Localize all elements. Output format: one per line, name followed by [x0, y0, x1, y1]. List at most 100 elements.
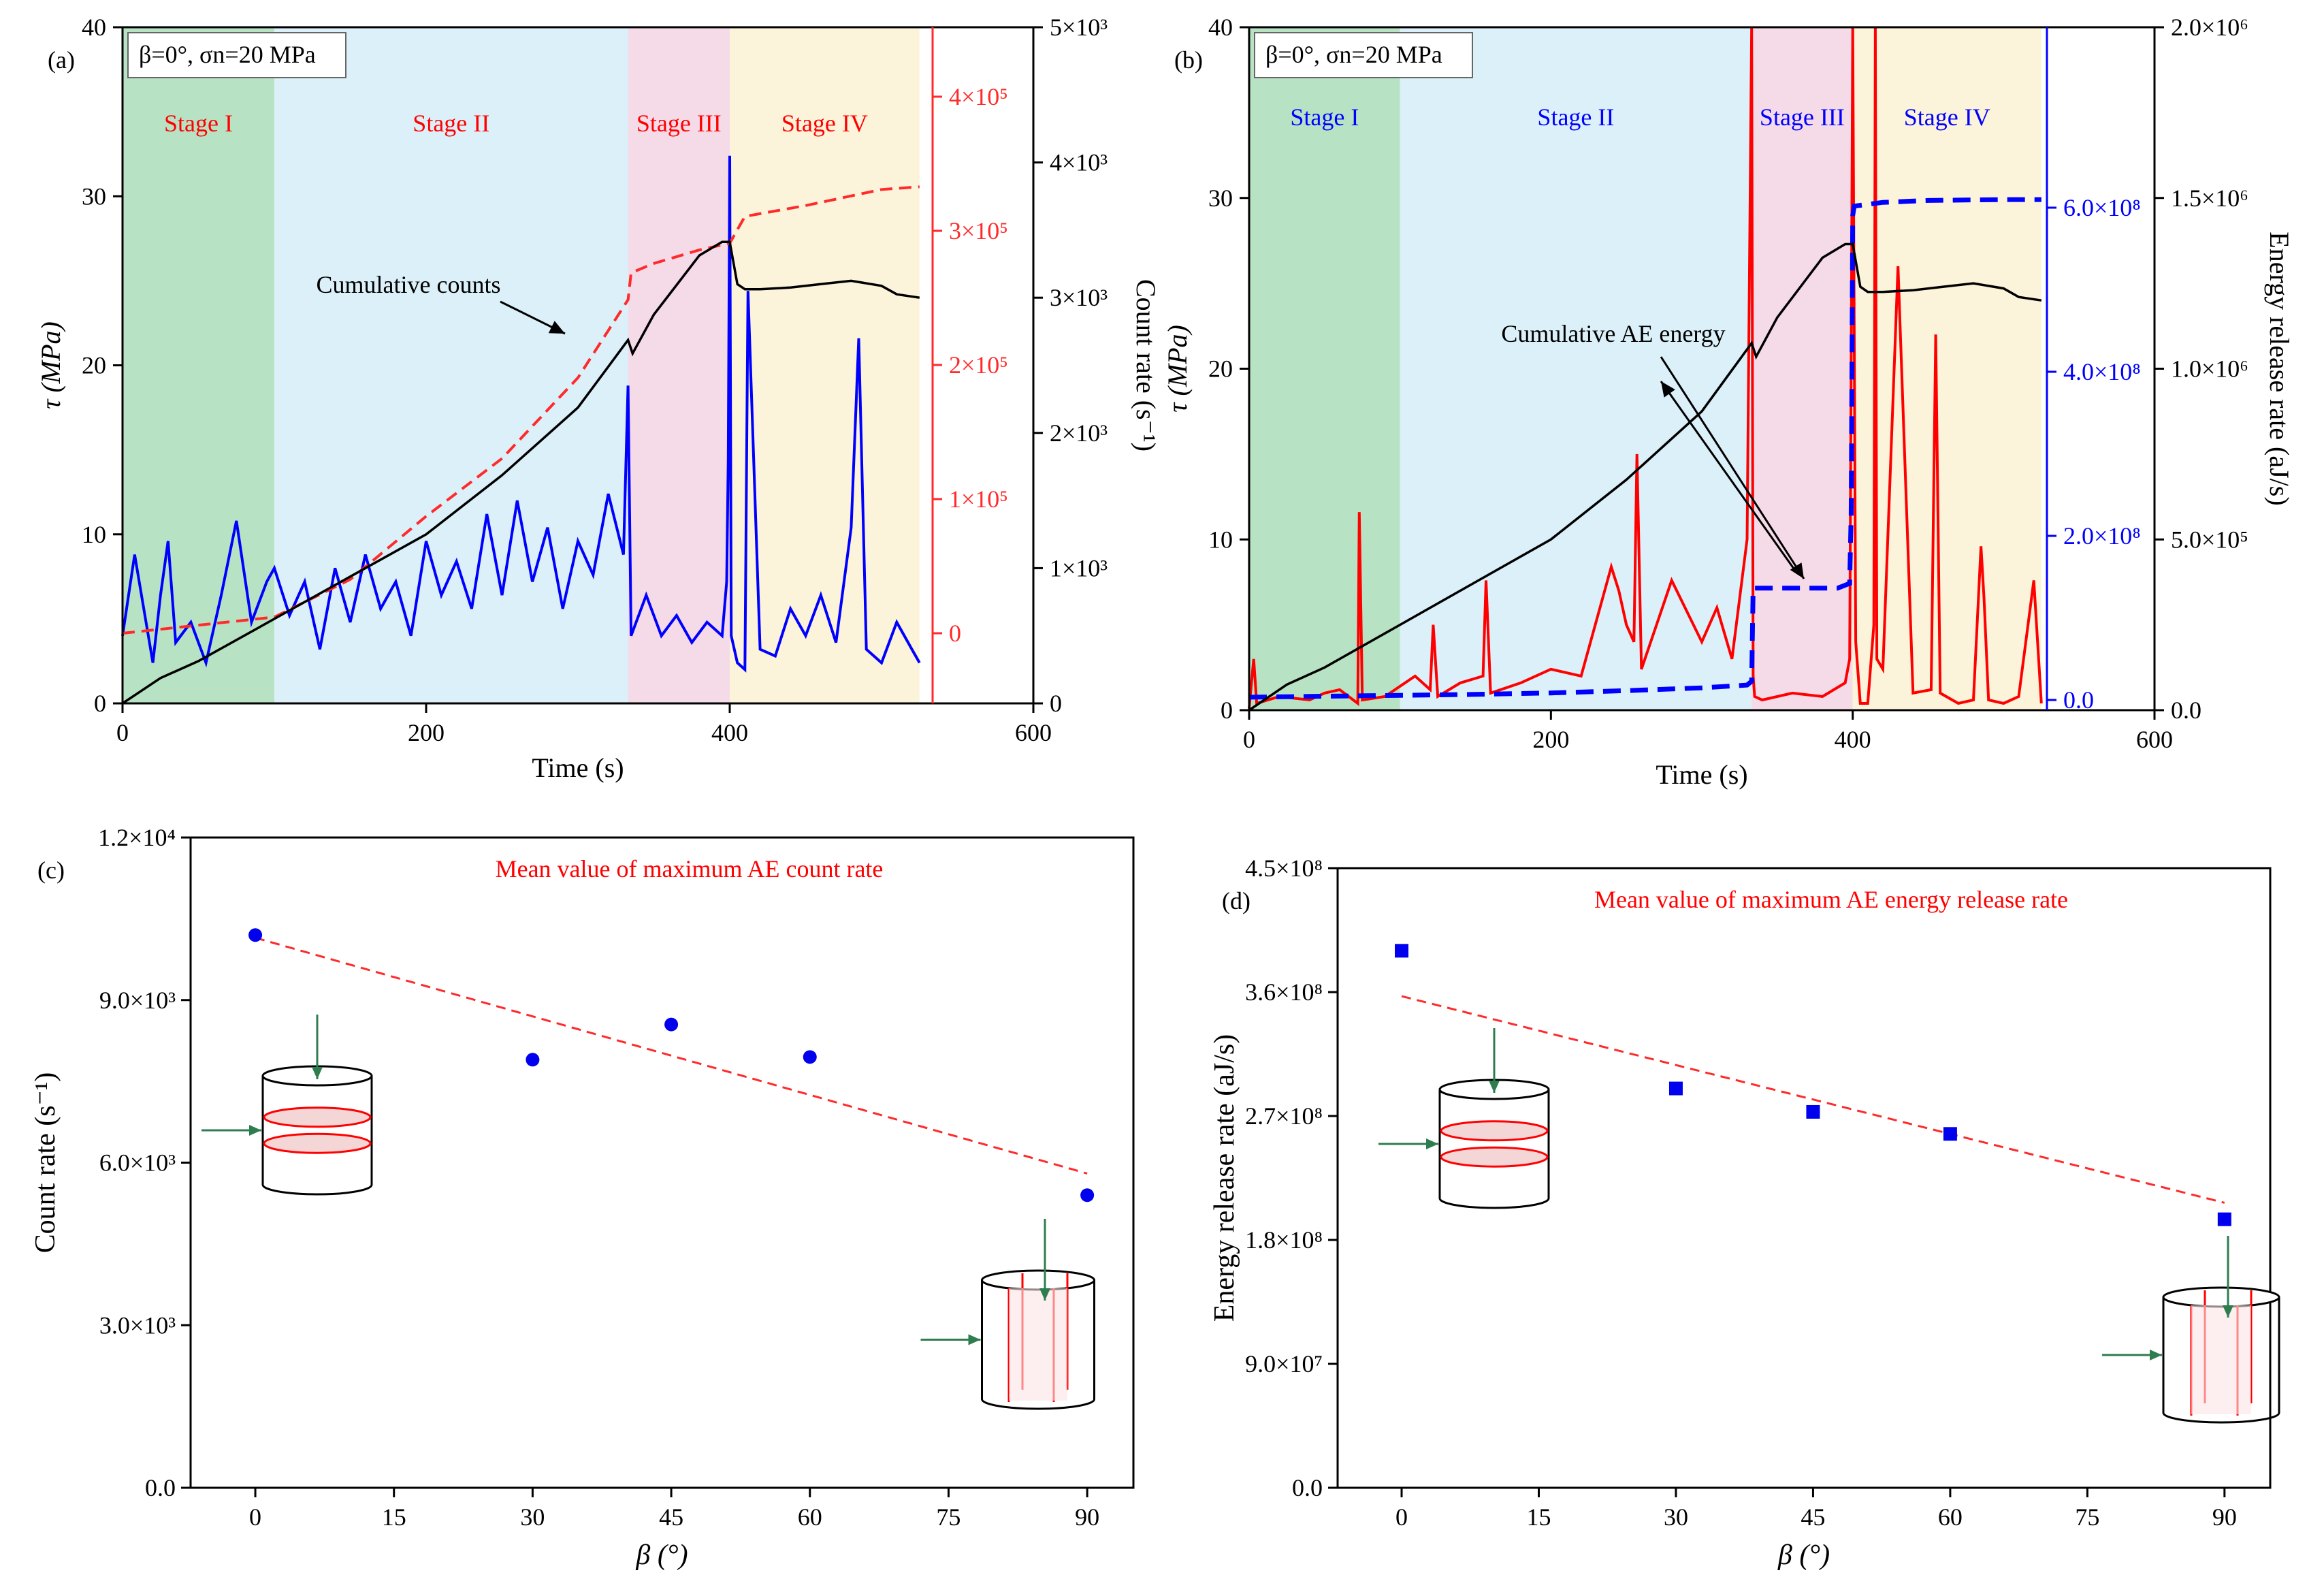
specimen-bottom [981, 1399, 1095, 1410]
y-axis-label: Count rate (s⁻¹) [30, 1072, 61, 1254]
y-tick-label: 9.0×10⁷ [1245, 1350, 1323, 1377]
data-point [526, 1053, 540, 1067]
arrow-head [548, 321, 565, 334]
data-point [1943, 1127, 1957, 1141]
joint-plane [1440, 1120, 1549, 1142]
y-tick-label: 0.0 [145, 1474, 176, 1501]
y-tick-label: 0 [94, 690, 106, 717]
stage-label: Stage I [1290, 103, 1359, 131]
panel-b: Stage I Stage II Stage III Stage IV0 200 400 6… [1162, 14, 2295, 790]
plot-frame [189, 836, 1135, 1489]
joint-fill [2191, 1305, 2251, 1414]
y-tick-label: 0.0 [1292, 1474, 1323, 1501]
y-tick-label: 9.0×10³ [99, 987, 176, 1014]
right-tick-label: 0 [1050, 690, 1062, 717]
y-tick-label: 6.0×10³ [99, 1149, 176, 1177]
stage-band [628, 27, 730, 703]
load-arrow-head [1039, 1288, 1050, 1301]
annotation-arrow [1660, 356, 1805, 579]
x-tick-label: 15 [1526, 1503, 1551, 1531]
condition-label: β=0°, σn=20 MPa [1265, 41, 1442, 68]
secondary-tick-label: 2×10⁵ [949, 351, 1008, 379]
right-tick-label: 1×10³ [1050, 554, 1108, 581]
right-tick-label: 3×10³ [1050, 284, 1108, 311]
load-arrow-head [2223, 1305, 2233, 1318]
stage-label: Stage III [1760, 103, 1845, 131]
panel-label: (b) [1174, 46, 1203, 74]
secondary-tick-label: 0.0 [2063, 686, 2094, 714]
x-tick-label: 600 [2136, 726, 2173, 753]
x-tick-label: 0 [1395, 1503, 1408, 1531]
right-tick-label: 2×10³ [1050, 419, 1108, 447]
stage-band [123, 27, 274, 703]
right-tick-label: 1.5×10⁶ [2171, 185, 2248, 212]
y-tick-label: 30 [82, 182, 106, 210]
arrow-head [1661, 381, 1675, 398]
joint-plane [263, 1132, 372, 1154]
stage-band [274, 27, 628, 703]
condition-box [127, 32, 346, 78]
stage-band [730, 27, 920, 703]
data-point [248, 928, 263, 942]
secondary-tick-label: 4.0×10⁸ [2063, 358, 2141, 385]
tau-line [122, 240, 920, 705]
tau-line [1248, 242, 2042, 712]
x-tick-label: 45 [1801, 1503, 1825, 1531]
x-tick-label: 600 [1015, 719, 1052, 746]
x-tick-label: 45 [659, 1503, 683, 1531]
y-tick-label: 10 [1208, 526, 1233, 553]
right-tick-label: 4×10³ [1050, 149, 1108, 176]
data-point [1395, 944, 1409, 958]
load-arrow-head [1426, 1138, 1438, 1149]
panel-d: 0 15 30 45 60 75 90 β (°) 0.0 9.0×10⁷ 1.8×10⁸ 2.7×1… [1209, 855, 2280, 1571]
y-tick-label: 0 [1221, 697, 1233, 724]
y-tick-label: 10 [82, 521, 106, 548]
stage-label: Stage II [413, 110, 489, 137]
x-tick-label: 75 [936, 1503, 961, 1531]
x-tick-label: 75 [2075, 1503, 2099, 1531]
cumulative-line [1248, 197, 2041, 700]
y-axis-label: τ (MPa) [35, 321, 66, 409]
y-tick-label: 2.7×10⁸ [1245, 1102, 1323, 1130]
x-tick-label: 90 [1075, 1503, 1099, 1531]
trend-line [1401, 995, 2225, 1204]
chart-title: Mean value of maximum AE count rate [496, 855, 884, 882]
y-tick-label: 20 [1208, 355, 1233, 383]
y-tick-label: 30 [1208, 185, 1233, 212]
secondary-tick-label: 6.0×10⁸ [2063, 194, 2141, 221]
data-point [803, 1050, 817, 1064]
panel-label: (a) [48, 46, 75, 74]
stage-label: Stage I [164, 110, 233, 137]
data-point [664, 1017, 679, 1032]
panel-c: 0 15 30 45 60 75 90 β (°) 0.0 3.0×10³ 6.0×10³ 9.0×1… [30, 824, 1135, 1571]
right-axis-label: Count rate (s⁻¹) [1131, 279, 1161, 451]
panel-label: (d) [1222, 887, 1250, 914]
secondary-tick-label: 3×10⁵ [949, 217, 1008, 244]
arrow-head [1790, 562, 1804, 579]
stage-band [1400, 27, 1752, 710]
x-tick-label: 90 [2212, 1503, 2237, 1531]
joint-fill [1009, 1288, 1067, 1401]
secondary-tick-label: 4×10⁵ [949, 83, 1008, 110]
y-tick-label: 3.6×10⁸ [1245, 978, 1323, 1006]
panel-label: (c) [37, 857, 65, 884]
data-point [2217, 1212, 2231, 1226]
annotation-arrow [1660, 381, 1798, 574]
load-arrow-head [968, 1334, 981, 1345]
x-axis-label: Time (s) [1656, 759, 1747, 790]
stage-label: Stage IV [781, 110, 868, 137]
secondary-tick-label: 0 [949, 620, 961, 647]
joint-plane [263, 1106, 372, 1128]
specimen-top [981, 1269, 1095, 1291]
x-tick-label: 30 [520, 1503, 545, 1531]
x-tick-label: 15 [382, 1503, 406, 1531]
right-axis-label: Energy release rate (aJ/s) [2264, 232, 2295, 505]
stage-band [1852, 27, 2041, 710]
annotation-text: Cumulative AE energy [1501, 320, 1725, 347]
x-tick-label: 60 [798, 1503, 822, 1531]
x-tick-label: 200 [1532, 726, 1569, 753]
load-arrow-head [249, 1125, 261, 1136]
right-tick-label: 5×10³ [1050, 14, 1108, 41]
rate-line [121, 155, 921, 673]
y-tick-label: 40 [82, 14, 106, 41]
